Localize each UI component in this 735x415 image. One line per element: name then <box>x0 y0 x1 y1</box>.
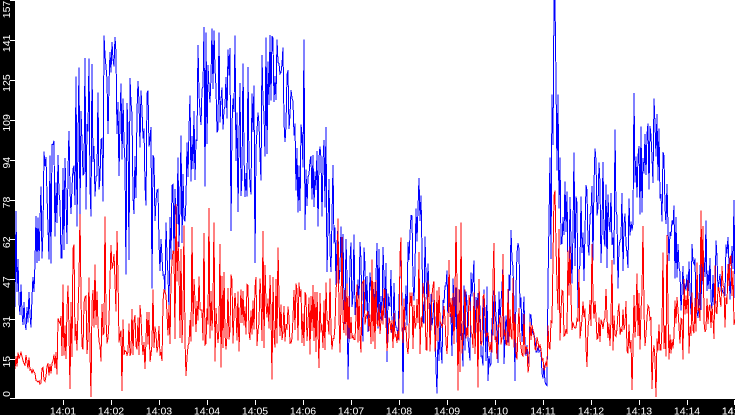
svg-text:125: 125 <box>1 74 13 92</box>
svg-text:14:03: 14:03 <box>146 406 172 415</box>
svg-text:14:06: 14:06 <box>290 406 316 415</box>
svg-text:14:14: 14:14 <box>674 406 700 415</box>
svg-text:14:09: 14:09 <box>434 406 460 415</box>
svg-text:14:01: 14:01 <box>50 406 76 415</box>
svg-text:14:07: 14:07 <box>338 406 364 415</box>
svg-text:14:04: 14:04 <box>194 406 220 415</box>
svg-text:14:10: 14:10 <box>482 406 508 415</box>
svg-text:14:15: 14:15 <box>722 406 735 415</box>
svg-text:15: 15 <box>1 356 13 368</box>
svg-text:14:08: 14:08 <box>386 406 412 415</box>
svg-text:0: 0 <box>1 391 13 397</box>
svg-text:14:02: 14:02 <box>98 406 124 415</box>
svg-text:47: 47 <box>1 276 13 288</box>
svg-text:141: 141 <box>1 34 13 52</box>
svg-text:14:11: 14:11 <box>530 406 556 415</box>
svg-text:109: 109 <box>1 114 13 132</box>
svg-text:14:15: 14:15 <box>722 406 735 415</box>
svg-text:78: 78 <box>1 197 13 209</box>
svg-text:14:05: 14:05 <box>242 406 268 415</box>
svg-text:94: 94 <box>1 157 13 169</box>
svg-text:62: 62 <box>1 236 13 248</box>
svg-text:14:13: 14:13 <box>626 406 652 415</box>
svg-text:31: 31 <box>1 316 13 328</box>
svg-text:14:12: 14:12 <box>578 406 604 415</box>
svg-text:157: 157 <box>1 1 13 19</box>
